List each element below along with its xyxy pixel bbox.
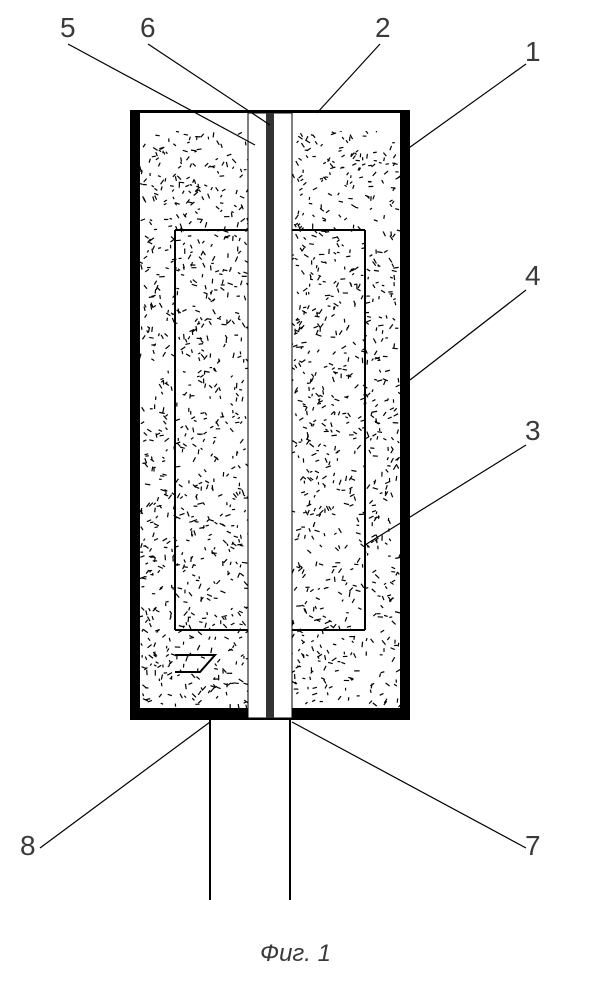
label-4: 4: [525, 260, 541, 292]
leader-line-8: [40, 722, 210, 848]
label-5: 5: [60, 12, 76, 44]
leader-line-4: [410, 290, 526, 380]
label-7: 7: [525, 830, 541, 862]
leader-line-2: [317, 44, 380, 113]
leader-line-7: [292, 722, 526, 848]
label-6: 6: [140, 12, 156, 44]
label-3: 3: [525, 415, 541, 447]
central-rod: [266, 113, 274, 718]
label-1: 1: [525, 36, 541, 68]
leader-line-1: [406, 64, 526, 150]
figure-caption: Фиг. 1: [260, 940, 331, 968]
label-8: 8: [20, 830, 36, 862]
label-2: 2: [375, 12, 391, 44]
